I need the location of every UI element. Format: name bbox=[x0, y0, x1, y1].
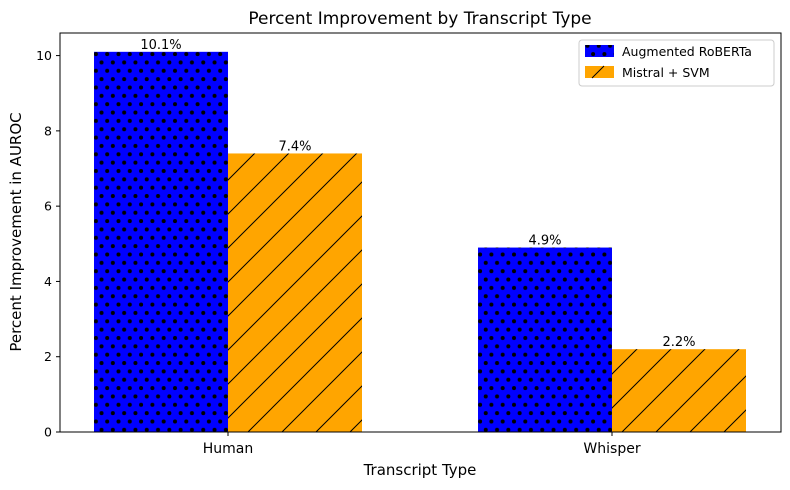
bar-mistral-svm-whisper-hatch bbox=[612, 349, 746, 432]
data-label-augmented-roberta-whisper: 4.9% bbox=[528, 234, 561, 249]
x-tick-label-human: Human bbox=[203, 441, 254, 457]
x-tick-label-whisper: Whisper bbox=[583, 441, 640, 457]
data-label-augmented-roberta-human: 10.1% bbox=[140, 38, 181, 53]
legend-label-mistral-svm: Mistral + SVM bbox=[622, 65, 710, 80]
chart-title: Percent Improvement by Transcript Type bbox=[248, 9, 591, 29]
bar-mistral-svm-human-hatch bbox=[228, 153, 362, 433]
bar-augmented-roberta-whisper-hatch bbox=[478, 247, 612, 432]
x-axis: Human Whisper bbox=[203, 432, 641, 457]
x-axis-label: Transcript Type bbox=[363, 461, 477, 479]
legend-label-augmented-roberta: Augmented RoBERTa bbox=[622, 44, 752, 59]
data-label-mistral-svm-whisper: 2.2% bbox=[662, 335, 695, 350]
y-axis: 0 2 4 6 8 10 bbox=[36, 48, 60, 440]
y-tick-label: 0 bbox=[44, 425, 52, 440]
legend-frame bbox=[578, 39, 775, 87]
legend-swatch-mistral-svm-hatch bbox=[591, 65, 605, 79]
y-tick-label: 6 bbox=[44, 199, 52, 214]
bars-group: 10.1% 4.9% 7.4% 2.2% bbox=[94, 38, 746, 433]
y-tick-label: 8 bbox=[44, 123, 52, 138]
legend: Augmented RoBERTa Mistral + SVM bbox=[578, 39, 775, 87]
y-axis-label: Percent Improvement in AUROC bbox=[7, 112, 25, 351]
plot-frame bbox=[59, 32, 782, 433]
y-tick-label: 2 bbox=[44, 349, 52, 364]
data-label-mistral-svm-human: 7.4% bbox=[278, 139, 311, 154]
legend-swatch-augmented-roberta-hatch bbox=[585, 45, 614, 57]
bar-augmented-roberta-human-hatch bbox=[94, 51, 228, 433]
y-tick-label: 10 bbox=[36, 48, 52, 63]
y-tick-label: 4 bbox=[44, 274, 52, 289]
legend-swatch-mistral-svm bbox=[585, 66, 614, 78]
